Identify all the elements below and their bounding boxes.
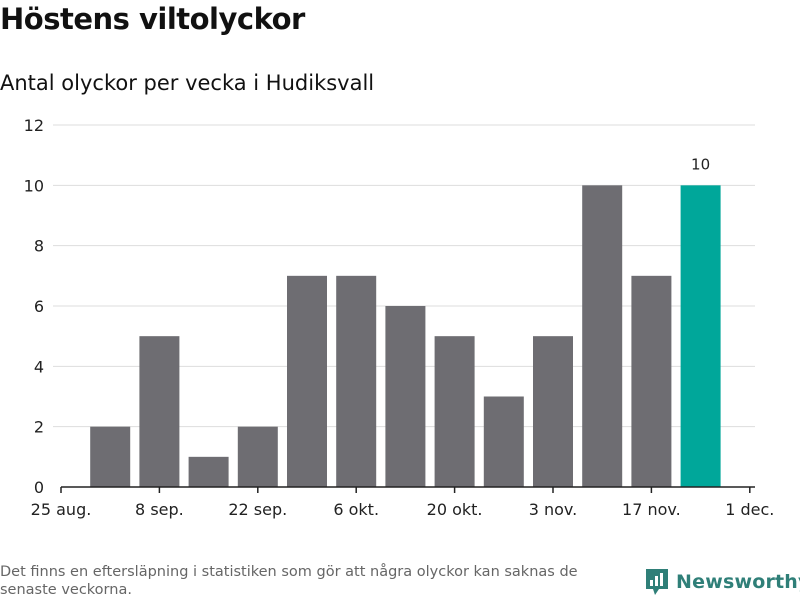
x-tick-label: 22 sep. (228, 500, 287, 519)
x-tick-label: 8 sep. (135, 500, 184, 519)
bar (237, 426, 278, 487)
bar (434, 336, 475, 487)
bar (287, 275, 327, 487)
brand-name: Newsworthy (676, 571, 800, 593)
bar (483, 396, 524, 487)
bar (631, 275, 672, 487)
x-tick-label: 1 dec. (725, 500, 774, 519)
y-tick-label: 0 (34, 478, 44, 497)
x-tick-label: 6 okt. (333, 500, 379, 519)
newsworthy-logo-icon (646, 569, 668, 595)
y-tick-label: 4 (34, 357, 44, 376)
x-tick-label: 25 aug. (31, 500, 92, 519)
bar (336, 275, 377, 487)
bar (139, 336, 180, 487)
y-tick-label: 12 (24, 116, 44, 135)
bar (533, 336, 573, 487)
x-tick-label: 17 nov. (622, 500, 681, 519)
y-tick-label: 10 (24, 176, 44, 195)
data-label: 10 (691, 155, 710, 173)
bar (90, 426, 131, 487)
y-tick-label: 6 (34, 297, 44, 316)
bar (188, 456, 229, 487)
highlighted-bar (680, 185, 721, 488)
chart-title: Höstens viltolyckor (0, 2, 305, 36)
x-tick-label: 20 okt. (427, 500, 483, 519)
x-tick-label: 3 nov. (529, 500, 578, 519)
bar (385, 306, 426, 487)
bar (582, 185, 623, 488)
y-tick-label: 2 (34, 418, 44, 437)
brand-logo: Newsworthy (644, 567, 800, 597)
bar-chart: 0 2 4 6 8 10 12 10 25 aug. 8 sep. 22 sep. 6 okt. 20 … (24, 116, 775, 519)
chart-subtitle: Antal olyckor per vecka i Hudiksvall (0, 71, 375, 95)
footnote: Det finns en eftersläpning i statistiken… (0, 564, 578, 598)
y-tick-label: 8 (34, 237, 44, 256)
